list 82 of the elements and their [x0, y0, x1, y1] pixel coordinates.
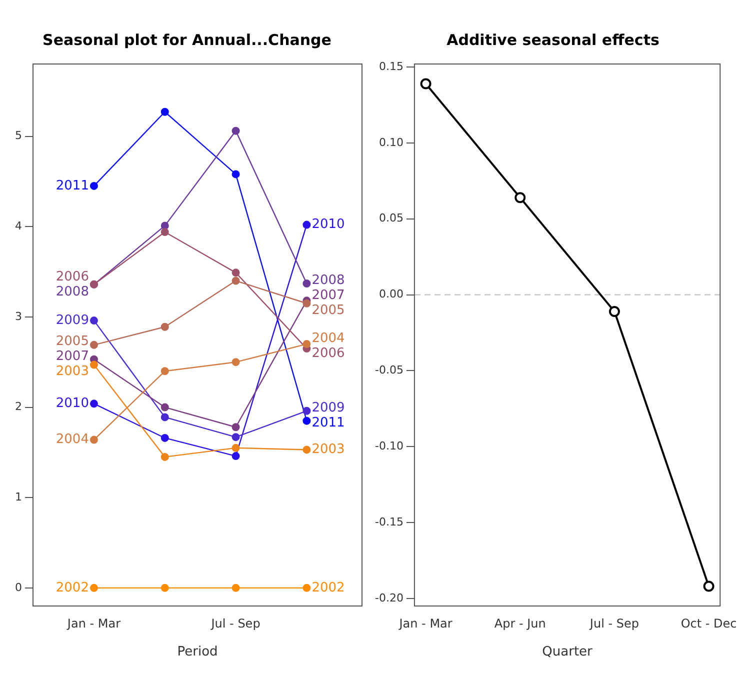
point [302, 280, 311, 288]
y-tick-label: 0.10 [378, 136, 404, 149]
x-tick-label: Oct - Dec [680, 616, 737, 630]
point [90, 584, 98, 592]
chart-title: Seasonal plot for Annual...Change [42, 30, 332, 49]
point [232, 268, 240, 277]
point [90, 182, 98, 190]
series-label: 2009 [56, 312, 89, 328]
text: 2006 [312, 346, 345, 362]
series-label: 2006 [56, 269, 89, 284]
series-label: 2011 [56, 178, 89, 194]
text: 2009 [312, 400, 345, 416]
point [302, 584, 311, 592]
y-tick-label: 4 [15, 219, 22, 232]
point [160, 434, 169, 442]
point [232, 358, 240, 366]
point [232, 126, 240, 135]
point [160, 228, 169, 236]
y-tick-label: 0 [15, 580, 22, 594]
point [160, 108, 169, 116]
point [302, 299, 311, 308]
point [703, 580, 714, 592]
series-label: 2007 [312, 288, 345, 304]
point [232, 170, 240, 178]
y-tick-label: 0.00 [378, 288, 404, 301]
text: 2010 [56, 396, 89, 412]
text: 2004 [312, 331, 345, 346]
text: 2008 [312, 273, 345, 288]
point [302, 446, 311, 454]
x-tick-label: Apr - Jun [494, 616, 546, 630]
series-label: 2010 [312, 217, 345, 232]
point [90, 360, 98, 369]
text: 2007 [56, 348, 89, 364]
y-tick-label: 0.05 [378, 212, 404, 225]
text: 2011 [312, 416, 345, 431]
x-tick-label: Jul - Sep [588, 616, 639, 630]
x-axis-title: Period [177, 644, 218, 660]
y-tick-label: 5 [15, 129, 22, 142]
point [232, 423, 240, 432]
point [232, 452, 240, 460]
point [90, 316, 98, 325]
point [160, 584, 169, 592]
y-tick-label: -0.15 [374, 515, 404, 528]
chart-title: Additive seasonal effects [446, 30, 660, 49]
series-label: 2003 [312, 442, 345, 458]
point [608, 306, 620, 317]
point [302, 220, 311, 229]
point [160, 413, 169, 422]
point [302, 416, 311, 425]
x-tick-label: Jan - Mar [398, 616, 452, 630]
series-label: 2005 [312, 303, 345, 318]
point [302, 406, 311, 415]
y-tick-label: 0.15 [378, 60, 404, 73]
text: 2003 [56, 364, 89, 379]
point [160, 367, 169, 376]
point [232, 584, 240, 592]
y-tick-label: 1 [15, 490, 22, 504]
y-tick-label: 2 [15, 400, 22, 414]
point [514, 192, 526, 204]
series-label: 2004 [56, 432, 89, 448]
point [90, 340, 98, 349]
point [232, 433, 240, 442]
y-tick-label: -0.10 [374, 439, 404, 452]
x-axis-title: Quarter [542, 644, 594, 660]
y-tick-label: -0.05 [374, 364, 404, 377]
point [302, 340, 311, 348]
point [232, 444, 240, 452]
point [160, 403, 169, 412]
point [420, 78, 432, 90]
point [160, 452, 169, 461]
point [90, 400, 98, 408]
text: 2005 [56, 334, 89, 349]
point [90, 436, 98, 444]
series-label: 2002 [312, 580, 345, 596]
text: 2002 [56, 580, 89, 596]
series-label: 2008 [56, 284, 89, 300]
x-tick-label: Jul - Sep [210, 616, 260, 630]
y-tick-label: 3 [15, 310, 22, 323]
point [160, 322, 169, 331]
point [232, 276, 240, 285]
y-tick-label: -0.20 [374, 591, 404, 604]
x-tick-label: Jan - Mar [66, 616, 121, 630]
